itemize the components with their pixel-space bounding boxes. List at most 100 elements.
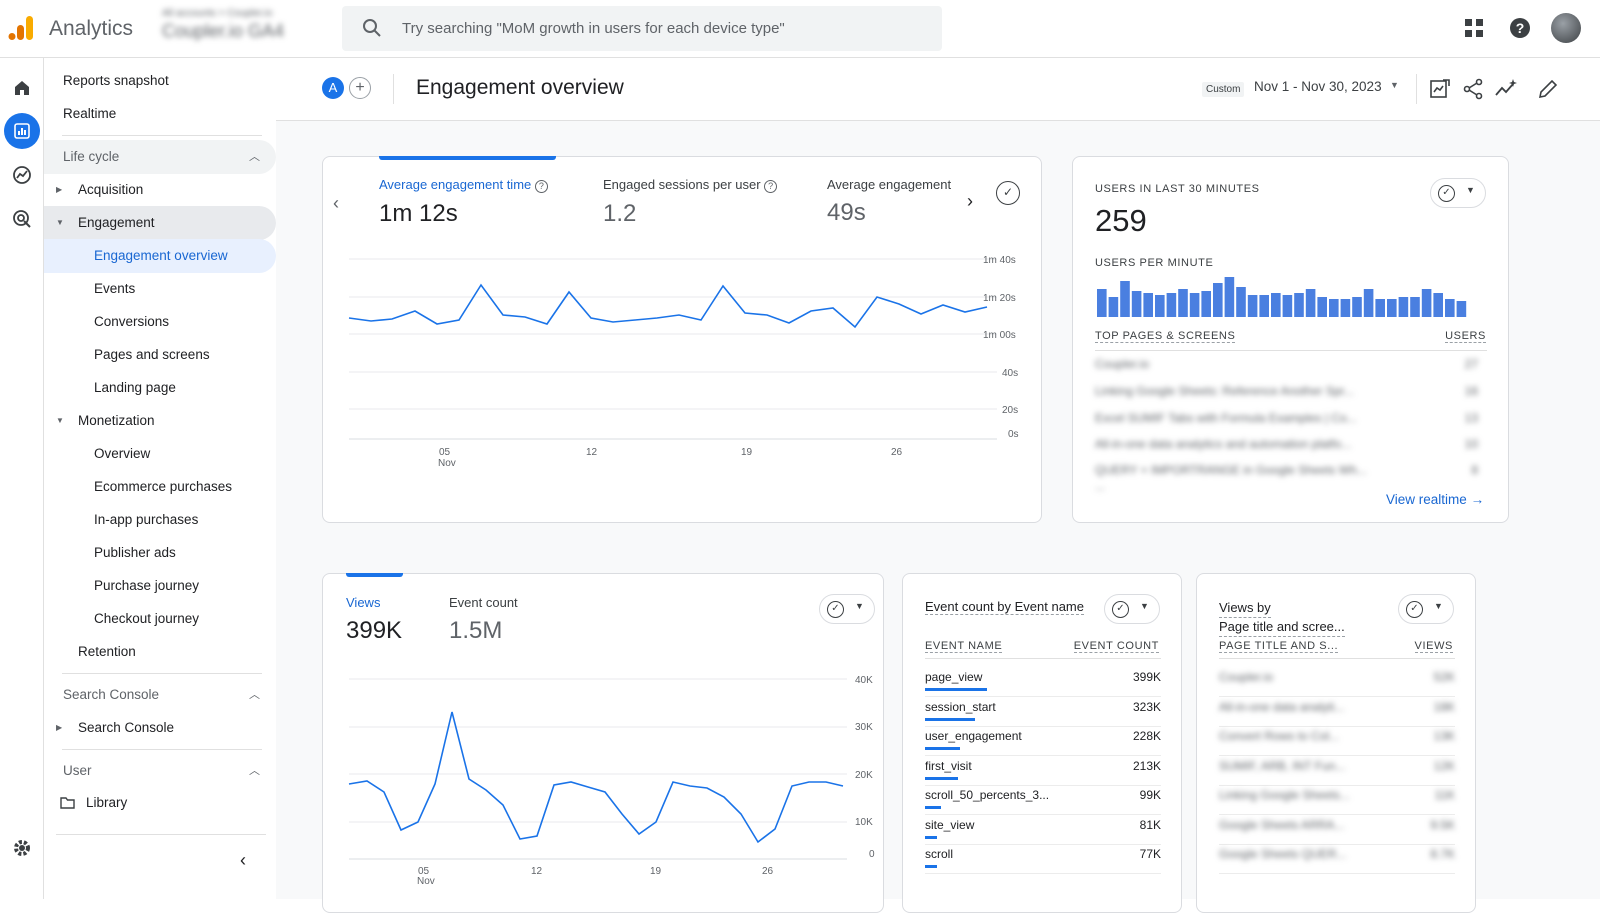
account-avatar[interactable] xyxy=(1550,12,1582,44)
nav-library[interactable]: Library xyxy=(44,786,276,820)
table-row[interactable]: session_start 323K xyxy=(925,698,1161,727)
insights-icon[interactable] xyxy=(1494,77,1518,101)
users-per-minute-bar[interactable] xyxy=(1445,299,1455,317)
nav-engagement-overview[interactable]: Engagement overview xyxy=(44,239,276,273)
users-per-minute-bar[interactable] xyxy=(1352,297,1362,317)
nav-purchase-journey[interactable]: Purchase journey xyxy=(44,569,276,603)
metric-engaged-sessions-per-user[interactable]: Engaged sessions per user ? 1.2 xyxy=(603,177,778,228)
table-row[interactable]: scroll_50_percents_3... 99K xyxy=(925,786,1161,815)
top-page-name[interactable]: All-in-one data analytics and automation… xyxy=(1095,437,1352,451)
table-row[interactable]: Google Sheets ARRA... 9.5K xyxy=(1219,816,1455,845)
nav-section-life-cycle[interactable]: Life cycle ︿ xyxy=(44,140,276,174)
nav-pages-and-screens[interactable]: Pages and screens xyxy=(44,338,276,372)
settings-gear-icon[interactable] xyxy=(4,830,40,866)
users-per-minute-bar[interactable] xyxy=(1143,293,1153,317)
table-row[interactable]: user_engagement 228K xyxy=(925,727,1161,756)
explore-icon[interactable] xyxy=(4,157,40,193)
users-per-minute-bar[interactable] xyxy=(1166,293,1177,317)
apps-grid-icon[interactable] xyxy=(1458,12,1490,44)
edit-pencil-icon[interactable] xyxy=(1536,77,1560,101)
users-per-minute-bar[interactable] xyxy=(1329,299,1339,317)
home-icon[interactable] xyxy=(4,70,40,106)
table-row[interactable]: All-in-one data analyti... 18K xyxy=(1219,698,1455,727)
users-per-minute-bar[interactable] xyxy=(1131,291,1142,317)
reports-icon[interactable] xyxy=(4,113,40,149)
users-per-minute-bar[interactable] xyxy=(1294,293,1304,317)
chevron-right-icon[interactable]: › xyxy=(967,191,973,211)
event-name-column-header[interactable]: EVENT NAME xyxy=(925,640,1003,653)
users-per-minute-bar[interactable] xyxy=(1271,293,1281,317)
nav-retention[interactable]: Retention xyxy=(44,635,276,669)
event-count-title[interactable]: Event count by Event name xyxy=(925,599,1084,615)
nav-monetization[interactable]: ▼ Monetization xyxy=(44,404,276,438)
views-by-page-compare-pill[interactable]: ✓ ▼ xyxy=(1398,594,1454,624)
metric-views[interactable]: Views 399K xyxy=(346,595,402,645)
chevron-left-icon[interactable]: ‹ xyxy=(333,193,339,213)
users-per-minute-bar[interactable] xyxy=(1108,297,1119,317)
comparison-avatar[interactable]: A xyxy=(322,77,344,99)
table-row[interactable]: site_view 81K xyxy=(925,816,1161,845)
users-per-minute-bar[interactable] xyxy=(1247,295,1258,317)
analytics-logo-icon[interactable] xyxy=(8,14,34,42)
users-per-minute-bar[interactable] xyxy=(1213,283,1223,317)
nav-checkout-journey[interactable]: Checkout journey xyxy=(44,602,276,636)
nav-ecommerce-purchases[interactable]: Ecommerce purchases xyxy=(44,470,276,504)
users-per-minute-bar[interactable] xyxy=(1155,295,1165,317)
search-bar[interactable] xyxy=(342,6,942,51)
nav-engagement[interactable]: ▼ Engagement xyxy=(44,206,276,240)
top-page-name[interactable]: Excel SUMIF Tabs with Formula Examples |… xyxy=(1095,411,1357,425)
search-input[interactable] xyxy=(402,6,922,51)
caret-down-icon[interactable]: ▼ xyxy=(1390,80,1399,90)
users-per-minute-bar[interactable] xyxy=(1189,293,1200,317)
users-per-minute-bar[interactable] xyxy=(1375,299,1385,317)
users-per-minute-bar[interactable] xyxy=(1282,295,1293,317)
users-per-minute-bar[interactable] xyxy=(1433,293,1443,317)
top-page-name[interactable]: Linking Google Sheets: Reference Another… xyxy=(1095,384,1354,398)
table-row[interactable]: page_view 399K xyxy=(925,668,1161,697)
info-icon[interactable]: ? xyxy=(764,180,778,193)
nav-section-user[interactable]: User ︿ xyxy=(44,754,276,788)
nav-events[interactable]: Events xyxy=(44,272,276,306)
table-row[interactable]: Coupler.io 52K xyxy=(1219,668,1455,697)
nav-in-app-purchases[interactable]: In-app purchases xyxy=(44,503,276,537)
users-per-minute-bar[interactable] xyxy=(1224,277,1235,317)
nav-section-search-console[interactable]: Search Console ︿ xyxy=(44,678,276,712)
account-selector[interactable]: All accounts > Coupler.io Coupler.io GA4 xyxy=(162,8,322,48)
users-per-minute-bar[interactable] xyxy=(1305,289,1316,317)
users-per-minute-bar[interactable] xyxy=(1178,289,1188,317)
nav-landing-page[interactable]: Landing page xyxy=(44,371,276,405)
table-row[interactable]: SUMIF, ARB, INT Fun... 12K xyxy=(1219,757,1455,786)
nav-acquisition[interactable]: ▶ Acquisition xyxy=(44,173,276,207)
collapse-nav-chevron-left-icon[interactable]: ‹ xyxy=(240,850,246,870)
date-range-picker[interactable]: Nov 1 - Nov 30, 2023 xyxy=(1254,79,1382,94)
views-by-page-title[interactable]: Views by Page title and scree... xyxy=(1219,599,1345,637)
users-per-minute-bar[interactable] xyxy=(1410,297,1420,317)
event-count-column-header[interactable]: EVENT COUNT xyxy=(1073,640,1159,653)
events-compare-pill[interactable]: ✓ ▼ xyxy=(1104,594,1160,624)
views-column-header[interactable]: VIEWS xyxy=(1414,640,1453,653)
metric-event-count[interactable]: Event count 1.5M xyxy=(449,595,518,645)
table-row[interactable]: Google Sheets QUER... 8.7K xyxy=(1219,845,1455,874)
share-icon[interactable] xyxy=(1461,77,1485,101)
table-row[interactable]: scroll 77K xyxy=(925,845,1161,874)
info-icon[interactable]: ? xyxy=(534,180,548,193)
users-per-minute-bar[interactable] xyxy=(1120,281,1130,317)
users-per-minute-bar[interactable] xyxy=(1363,289,1374,317)
nav-search-console[interactable]: ▶ Search Console xyxy=(44,711,276,745)
users-per-minute-bar[interactable] xyxy=(1259,295,1269,317)
users-per-minute-bar[interactable] xyxy=(1456,301,1467,317)
view-realtime-link[interactable]: View realtime → xyxy=(1386,492,1484,507)
nav-conversions[interactable]: Conversions xyxy=(44,305,276,339)
users-per-minute-bar[interactable] xyxy=(1387,299,1397,317)
nav-overview[interactable]: Overview xyxy=(44,437,276,471)
users-per-minute-bar[interactable] xyxy=(1097,289,1107,317)
table-row[interactable]: Linking Google Sheets... 11K xyxy=(1219,786,1455,815)
table-row[interactable]: Convert Rows to Col... 13K xyxy=(1219,727,1455,756)
customize-report-icon[interactable] xyxy=(1428,77,1452,101)
page-title-column-header[interactable]: PAGE TITLE AND S... xyxy=(1219,640,1339,653)
nav-realtime[interactable]: Realtime xyxy=(44,97,276,131)
users-per-minute-bar[interactable] xyxy=(1317,297,1327,317)
nav-publisher-ads[interactable]: Publisher ads xyxy=(44,536,276,570)
users-per-minute-bar[interactable] xyxy=(1421,289,1432,317)
top-page-name[interactable]: Coupler.io xyxy=(1095,357,1150,371)
